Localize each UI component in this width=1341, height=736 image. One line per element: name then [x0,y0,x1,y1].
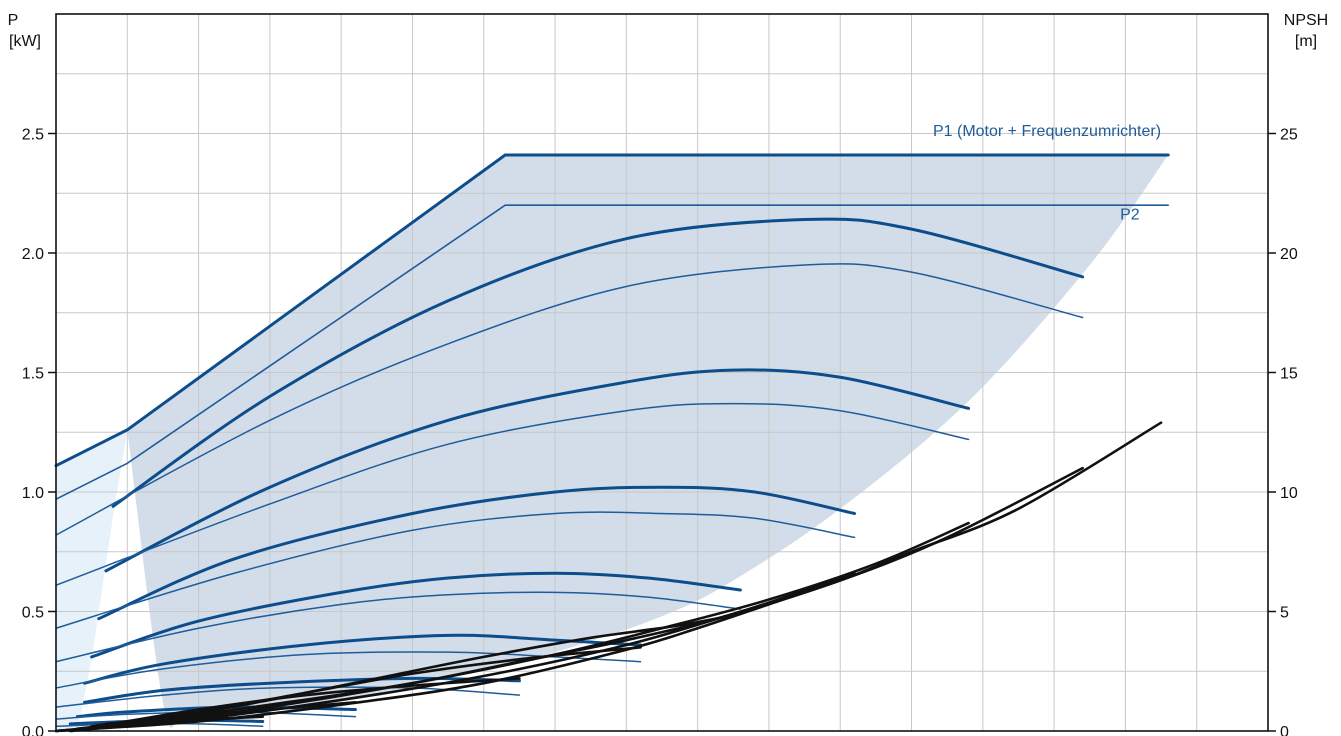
p1-curve-8 [90,571,742,659]
p1-curve-label: P1 (Motor + Frequenzumrichter) [933,123,1161,140]
left-axis-title-line1: P [8,12,19,29]
npsh-curve-19 [54,466,1084,733]
right-tick-label: 10 [1280,485,1298,502]
p1-curve-12 [83,676,521,704]
right-tick-label: 0 [1280,724,1289,736]
right-tick-label: 5 [1280,605,1289,622]
p1-curve-4 [104,368,971,573]
p2-curve-label: P2 [1120,207,1140,224]
npsh-curve-26 [97,715,265,728]
npsh-curve-18 [54,421,1163,733]
right-tick-label: 20 [1280,246,1298,263]
left-tick-label: 1.0 [22,485,44,502]
p2-curve-9 [55,591,742,663]
left-tick-label: 2.5 [22,127,44,144]
p2-curve-7 [55,511,856,629]
right-tick-label: 15 [1280,366,1298,383]
left-tick-label: 1.5 [22,366,44,383]
left-axis-title-line2: [kW] [9,33,41,50]
npsh-curve-25 [104,701,357,726]
p1-curve-6 [97,485,856,621]
left-tick-label: 0.0 [22,724,44,736]
ticks-layer: 0.0 0.5 1.0 1.5 2.0 2.5 0 5 10 15 20 25 [22,127,1298,736]
right-axis-title-line1: NPSH [1284,12,1328,29]
p2-curve-3 [55,263,1084,536]
operating-area [127,155,1169,728]
npsh-curve-23 [90,646,642,728]
p2-max-curve-1 [55,204,1169,500]
left-tick-label: 2.0 [22,246,44,263]
npsh-curve-24 [97,677,521,728]
p1-curve-2 [111,217,1085,508]
p2-curve-5 [55,402,970,586]
p1-max-curve-0 [54,153,1170,468]
right-tick-label: 25 [1280,127,1298,144]
right-axis-title-line2: [m] [1295,33,1317,50]
p2-curve-11 [55,651,642,689]
curves-layer [54,153,1170,733]
left-tick-label: 0.5 [22,605,44,622]
p1-curve-10 [83,633,643,685]
